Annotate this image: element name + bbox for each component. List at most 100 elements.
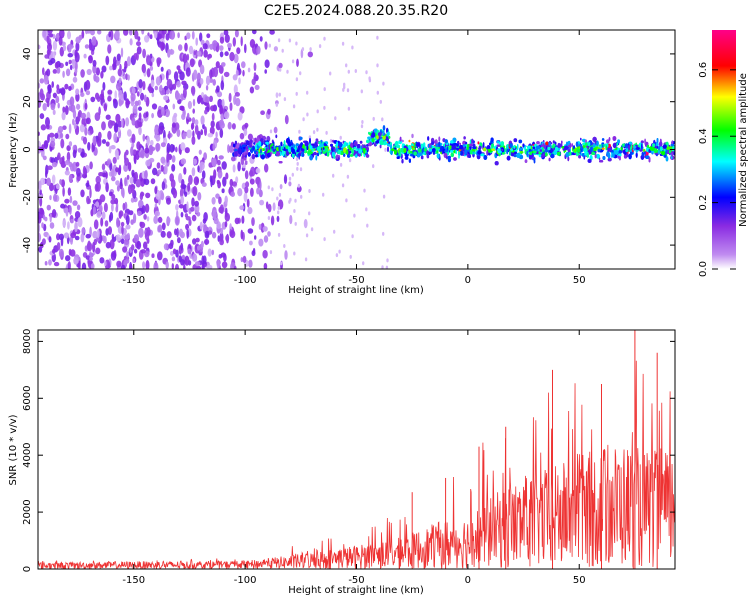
heatmap-cell (491, 143, 494, 148)
heatmap-cell (265, 151, 267, 158)
heatmap-cell (166, 78, 173, 89)
heatmap-cell (247, 228, 254, 234)
heatmap-cell (131, 186, 135, 194)
heatmap-cell (108, 145, 112, 154)
heatmap-cell (288, 141, 291, 147)
heatmap-cell (150, 178, 156, 185)
heatmap-cell (173, 112, 178, 118)
heatmap-cell (191, 30, 195, 40)
heatmap-cell (269, 30, 275, 35)
heatmap-cell (107, 119, 113, 129)
heatmap-cell (305, 141, 309, 147)
heatmap-cell (120, 238, 125, 245)
heatmap-cell (605, 145, 608, 151)
heatmap-cell (74, 221, 78, 233)
heatmap-cell (123, 30, 129, 36)
heatmap-cell (372, 116, 375, 121)
heatmap-cell (376, 90, 379, 95)
heatmap-cell (126, 56, 131, 67)
heatmap-cell (64, 160, 69, 166)
heatmap-cell (446, 155, 448, 160)
heatmap-cell (52, 109, 56, 116)
heatmap-cell (539, 149, 543, 152)
heatmap-cell (431, 148, 436, 153)
heatmap-cell (140, 249, 146, 254)
heatmap-cell (92, 241, 96, 253)
heatmap-cell (180, 158, 187, 165)
heatmap-cell (178, 204, 184, 209)
heatmap-cell (255, 167, 261, 174)
heatmap-cell (260, 138, 264, 144)
heatmap-cell (151, 112, 155, 119)
heatmap-cell (353, 213, 356, 218)
heatmap-cell (219, 128, 224, 139)
heatmap-cell (157, 224, 163, 233)
heatmap-cell (231, 123, 236, 130)
heatmap-cell (310, 227, 314, 232)
heatmap-cell (185, 67, 191, 77)
heatmap-cell (62, 106, 66, 113)
heatmap-cell (217, 169, 223, 179)
heatmap-cell (341, 41, 345, 46)
heatmap-cell (644, 151, 646, 155)
heatmap-cell (56, 233, 60, 241)
heatmap-cell (411, 143, 414, 147)
heatmap-cell (63, 232, 70, 239)
heatmap-cell (550, 147, 553, 153)
heatmap-cell (38, 232, 42, 243)
heatmap-cell (166, 197, 171, 205)
heatmap-cell (193, 50, 197, 56)
heatmap-cell (132, 104, 138, 114)
heatmap-cell (255, 154, 258, 158)
heatmap-cell (229, 178, 234, 187)
heatmap-cell (77, 217, 83, 228)
heatmap-cell (262, 226, 268, 232)
heatmap-cell (264, 41, 268, 50)
heatmap-cell (309, 47, 312, 52)
heatmap-cell (318, 44, 322, 49)
heatmap-cell (296, 166, 299, 171)
heatmap-cell (203, 49, 208, 58)
heatmap-cell (201, 263, 205, 269)
heatmap-cell (155, 142, 161, 152)
heatmap-cell (118, 77, 122, 84)
colorbar-gradient (712, 30, 736, 269)
heatmap-cell (288, 148, 291, 153)
heatmap-cell (618, 150, 622, 154)
heatmap-cell (142, 133, 146, 142)
heatmap-cell (558, 143, 563, 148)
heatmap-cell (98, 172, 104, 177)
heatmap-cell (209, 126, 215, 135)
heatmap-cell (249, 240, 253, 246)
heatmap-cell (68, 44, 74, 49)
heatmap-cell (663, 154, 667, 158)
heatmap-cell (48, 33, 54, 38)
heatmap-cell (224, 221, 228, 228)
heatmap-cell (328, 150, 332, 153)
heatmap-cell (145, 159, 151, 167)
snr-x-ticks: -150 -100 -50 0 50 (122, 330, 586, 586)
heatmap-cell (116, 53, 121, 61)
heatmap-cell (253, 62, 257, 72)
heatmap-cell (212, 143, 216, 151)
heatmap-cell (325, 130, 328, 135)
heatmap-cell (216, 91, 223, 98)
heatmap-cell (219, 104, 224, 115)
heatmap-cell (260, 148, 262, 154)
heatmap-cell (346, 174, 350, 179)
heatmap-cell (225, 234, 230, 242)
heatmap-cell (503, 145, 506, 148)
heatmap-cell (301, 151, 304, 155)
heatmap-cell (105, 182, 109, 193)
heatmap-cell (349, 154, 354, 157)
heatmap-cell (272, 202, 276, 212)
heatmap-cell (82, 136, 88, 145)
heatmap-cell (641, 143, 643, 150)
heatmap-cell (177, 32, 180, 39)
heatmap-cell (85, 79, 91, 91)
heatmap-cell (211, 112, 215, 121)
heatmap-cell (460, 150, 463, 156)
heatmap-cell (112, 98, 117, 104)
heatmap-cell (645, 155, 650, 159)
y-tick-label: 20 (22, 95, 33, 108)
